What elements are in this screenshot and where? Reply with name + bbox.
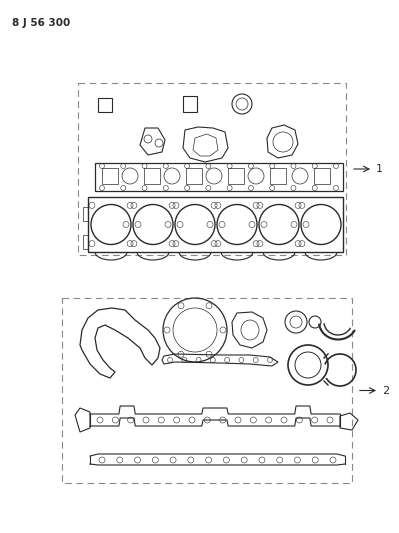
Bar xyxy=(95,163,343,191)
Bar xyxy=(228,168,244,184)
Text: 2: 2 xyxy=(382,385,389,395)
Bar xyxy=(186,168,202,184)
Bar xyxy=(270,168,286,184)
Bar xyxy=(144,168,160,184)
Bar xyxy=(78,83,346,255)
Bar xyxy=(183,96,197,112)
Bar xyxy=(62,298,352,483)
Bar xyxy=(98,98,112,112)
Text: 8 J 56 300: 8 J 56 300 xyxy=(12,18,70,28)
Bar xyxy=(102,168,118,184)
Bar xyxy=(88,197,343,252)
Text: 1: 1 xyxy=(376,164,383,174)
Bar xyxy=(83,207,88,221)
Bar xyxy=(314,168,330,184)
Bar xyxy=(83,235,88,249)
